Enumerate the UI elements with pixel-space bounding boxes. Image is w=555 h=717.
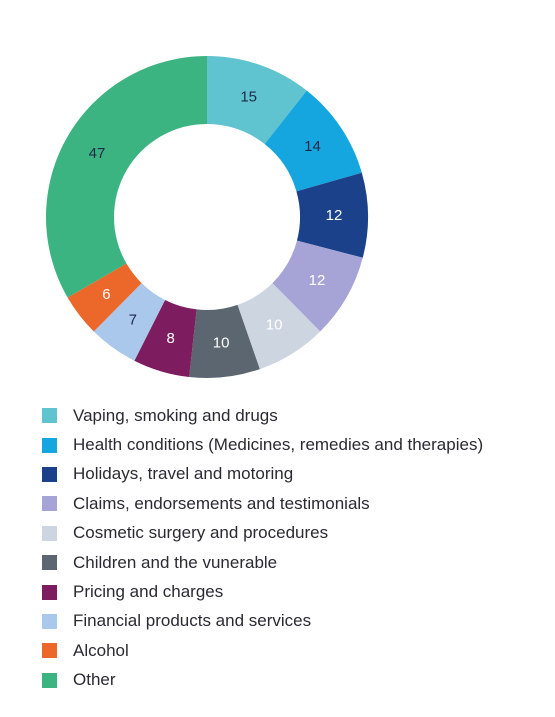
legend-swatch bbox=[42, 672, 57, 688]
donut-value-labels: 15 14 12 12 10 10 8 7 6 47 bbox=[89, 89, 343, 352]
legend-label: Claims, endorsements and testimonials bbox=[73, 493, 370, 513]
value-label-children-and-the-vunerable: 10 bbox=[213, 335, 230, 352]
value-label-health-conditions-medicines-remedies-and-therapies: 14 bbox=[304, 138, 321, 155]
legend-swatch bbox=[42, 496, 57, 512]
chart-legend: Vaping, smoking and drugs Health conditio… bbox=[42, 401, 483, 695]
slice-vaping-smoking-and-drugs bbox=[207, 56, 307, 145]
legend-swatch bbox=[42, 437, 57, 453]
value-label-pricing-and-charges: 8 bbox=[167, 330, 175, 347]
legend-item-other: Other bbox=[42, 666, 483, 695]
value-label-cosmetic-surgery-and-procedures: 10 bbox=[266, 316, 283, 333]
value-label-financial-products-and-services: 7 bbox=[129, 312, 137, 329]
legend-label: Financial products and services bbox=[73, 611, 312, 631]
value-label-other: 47 bbox=[89, 145, 106, 162]
slice-claims-endorsements-and-testimonials bbox=[272, 240, 363, 332]
legend-label: Other bbox=[73, 670, 116, 690]
legend-label: Alcohol bbox=[73, 640, 129, 660]
value-label-claims-endorsements-and-testimonials: 12 bbox=[309, 272, 326, 289]
value-label-holidays-travel-and-motoring: 12 bbox=[326, 207, 343, 224]
legend-label: Cosmetic surgery and procedures bbox=[73, 523, 329, 543]
slice-other bbox=[46, 56, 208, 298]
legend-label: Holidays, travel and motoring bbox=[73, 464, 294, 484]
value-label-vaping-smoking-and-drugs: 15 bbox=[240, 89, 257, 106]
legend-label: Children and the vunerable bbox=[73, 552, 278, 572]
slice-health-conditions-medicines-remedies-and-therapies bbox=[264, 90, 362, 192]
legend-label: Pricing and charges bbox=[73, 582, 224, 602]
legend-item-financial-products-and-services: Financial products and services bbox=[42, 607, 483, 636]
legend-swatch bbox=[42, 643, 57, 659]
legend-swatch bbox=[42, 613, 57, 629]
legend-swatch bbox=[42, 584, 57, 600]
donut-chart: 15 14 12 12 10 10 8 7 6 47 bbox=[46, 56, 368, 378]
legend-item-claims-endorsements-and-testimonials: Claims, endorsements and testimonials bbox=[42, 489, 483, 518]
legend-item-cosmetic-surgery-and-procedures: Cosmetic surgery and procedures bbox=[42, 519, 483, 548]
slice-financial-products-and-services bbox=[93, 283, 166, 361]
legend-item-children-and-the-vunerable: Children and the vunerable bbox=[42, 548, 483, 577]
legend-swatch bbox=[42, 408, 57, 424]
legend-label: Health conditions (Medicines, remedies a… bbox=[73, 435, 484, 455]
slice-cosmetic-surgery-and-procedures bbox=[237, 283, 321, 370]
value-label-alcohol: 6 bbox=[102, 286, 110, 303]
slice-children-and-the-vunerable bbox=[189, 304, 260, 378]
legend-item-holidays-travel-and-motoring: Holidays, travel and motoring bbox=[42, 460, 483, 489]
legend-item-health-conditions-medicines-remedies-and-therapies: Health conditions (Medicines, remedies a… bbox=[42, 430, 483, 459]
legend-swatch bbox=[42, 525, 57, 541]
legend-item-alcohol: Alcohol bbox=[42, 636, 483, 665]
legend-item-pricing-and-charges: Pricing and charges bbox=[42, 577, 483, 606]
donut-slices bbox=[46, 56, 368, 378]
slice-holidays-travel-and-motoring bbox=[296, 172, 368, 258]
slice-pricing-and-charges bbox=[134, 300, 197, 378]
legend-label: Vaping, smoking and drugs bbox=[73, 405, 278, 425]
legend-swatch bbox=[42, 555, 57, 571]
legend-swatch bbox=[42, 466, 57, 482]
legend-item-vaping-smoking-and-drugs: Vaping, smoking and drugs bbox=[42, 401, 483, 430]
slice-alcohol bbox=[67, 263, 142, 332]
